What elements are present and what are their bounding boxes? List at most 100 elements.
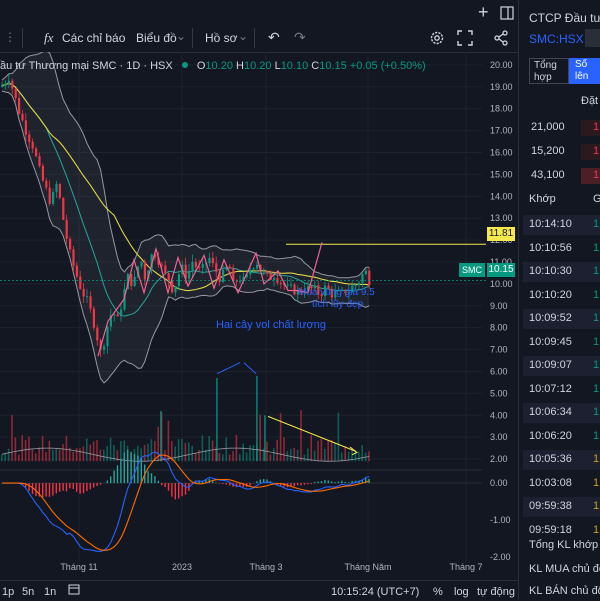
candle-body bbox=[134, 277, 136, 286]
fullscreen-icon[interactable] bbox=[457, 30, 473, 51]
candle-body bbox=[361, 274, 363, 282]
candle-body bbox=[38, 156, 40, 166]
redo-icon[interactable]: ↷ bbox=[294, 29, 306, 46]
macd-histogram-bar bbox=[311, 483, 312, 484]
range-1n[interactable]: 1n bbox=[44, 586, 56, 598]
indicators-button[interactable]: Các chỉ báo bbox=[62, 31, 125, 45]
volume-bar bbox=[1, 455, 3, 462]
price-tick-label: 5.00 bbox=[490, 388, 508, 398]
volume-bar bbox=[49, 441, 51, 462]
oscillator-tick-label: -2.00 bbox=[490, 552, 511, 562]
volume-bar bbox=[45, 452, 47, 461]
volume-bar bbox=[276, 440, 278, 462]
expand-panel-icon[interactable] bbox=[500, 6, 514, 25]
trade-price-fragment: 1 bbox=[593, 336, 599, 348]
volume-bar bbox=[181, 439, 183, 461]
volume-bar bbox=[331, 440, 333, 461]
macd-histogram-bar bbox=[345, 482, 346, 483]
symbol-title[interactable]: ầu tư Thương mại SMC · 1D · HSX bbox=[0, 60, 173, 72]
candle-body bbox=[45, 181, 47, 188]
volume-spike bbox=[256, 376, 258, 461]
volume-bar bbox=[83, 447, 85, 462]
share-icon[interactable] bbox=[493, 30, 509, 51]
volume-bar bbox=[86, 439, 88, 462]
volume-bar bbox=[89, 444, 91, 461]
bid-price-fragment: 1 bbox=[593, 145, 599, 157]
candle-body bbox=[1, 86, 3, 87]
macd-histogram-bar bbox=[212, 481, 213, 483]
add-icon[interactable]: + bbox=[478, 2, 489, 23]
candle-body bbox=[113, 314, 115, 315]
macd-histogram-bar bbox=[49, 483, 50, 497]
bollinger-bands bbox=[2, 52, 369, 383]
macd-histogram-bar bbox=[110, 476, 111, 483]
trade-time: 10:07:12 bbox=[529, 383, 572, 395]
trade-price-fragment: 1 bbox=[593, 265, 599, 277]
candle-body bbox=[15, 89, 17, 98]
volume-bar bbox=[8, 449, 10, 462]
auto-toggle[interactable]: tự động bbox=[477, 586, 515, 598]
annotation-volume[interactable]: Hai cây vol chất lượng bbox=[216, 319, 326, 331]
volume-bar bbox=[35, 453, 37, 461]
tab-overview[interactable]: Tổng hợp bbox=[529, 58, 569, 84]
macd-histogram-bar bbox=[168, 483, 169, 491]
chart-type-button[interactable]: Biểu đồ bbox=[136, 31, 177, 45]
undo-icon[interactable]: ↶ bbox=[268, 29, 280, 46]
indicators-icon[interactable]: fx bbox=[44, 30, 53, 46]
volume-bar bbox=[55, 448, 57, 461]
price-chart[interactable]: 20.0019.0018.0017.0016.0015.0014.0013.00… bbox=[0, 52, 518, 580]
macd-histogram-bar bbox=[79, 483, 80, 494]
time-tick-label: Tháng Năm bbox=[344, 562, 391, 572]
volume-bar bbox=[297, 450, 299, 461]
price-tick-label: 10.00 bbox=[490, 279, 513, 289]
symbol-link[interactable]: SMC:HSX bbox=[529, 32, 584, 46]
profile-button[interactable]: Hồ sơ bbox=[205, 31, 238, 45]
edit-symbol-button[interactable] bbox=[585, 29, 600, 47]
toolbar-overflow-dots[interactable]: ⋮ bbox=[4, 30, 16, 44]
volume-bars bbox=[1, 376, 370, 461]
macd-histogram-bar bbox=[52, 483, 53, 496]
settings-gear-icon[interactable] bbox=[429, 30, 445, 51]
price-tick-label: 18.00 bbox=[490, 104, 513, 114]
macd-histogram-bar bbox=[45, 483, 46, 497]
volume-bar bbox=[239, 454, 241, 461]
trade-price-fragment: 1 bbox=[593, 406, 599, 418]
log-toggle[interactable]: log bbox=[454, 586, 469, 598]
candle-body bbox=[168, 273, 170, 281]
calendar-icon[interactable] bbox=[68, 583, 80, 598]
range-5n[interactable]: 5n bbox=[22, 586, 34, 598]
chevron-down-icon[interactable]: ⌄ bbox=[176, 29, 186, 43]
annotation-arrow bbox=[217, 363, 240, 374]
range-1p[interactable]: 1p bbox=[2, 586, 14, 598]
volume-bar bbox=[273, 448, 275, 461]
candle-body bbox=[368, 271, 370, 285]
clock-time[interactable]: 10:15:24 (UTC+7) bbox=[331, 586, 419, 598]
candle-body bbox=[62, 198, 64, 220]
chevron-down-icon[interactable]: ⌄ bbox=[238, 29, 248, 43]
percent-toggle[interactable]: % bbox=[433, 586, 443, 598]
candle-body bbox=[208, 258, 210, 263]
trade-time: 10:10:20 bbox=[529, 289, 572, 301]
candle-body bbox=[249, 270, 251, 275]
annotation-accumulate[interactable]: Mua vùng giá 9.5 tích lũy đẹp bbox=[298, 287, 375, 311]
candle-body bbox=[103, 346, 105, 349]
tab-orderbook[interactable]: Số lên bbox=[569, 58, 600, 84]
